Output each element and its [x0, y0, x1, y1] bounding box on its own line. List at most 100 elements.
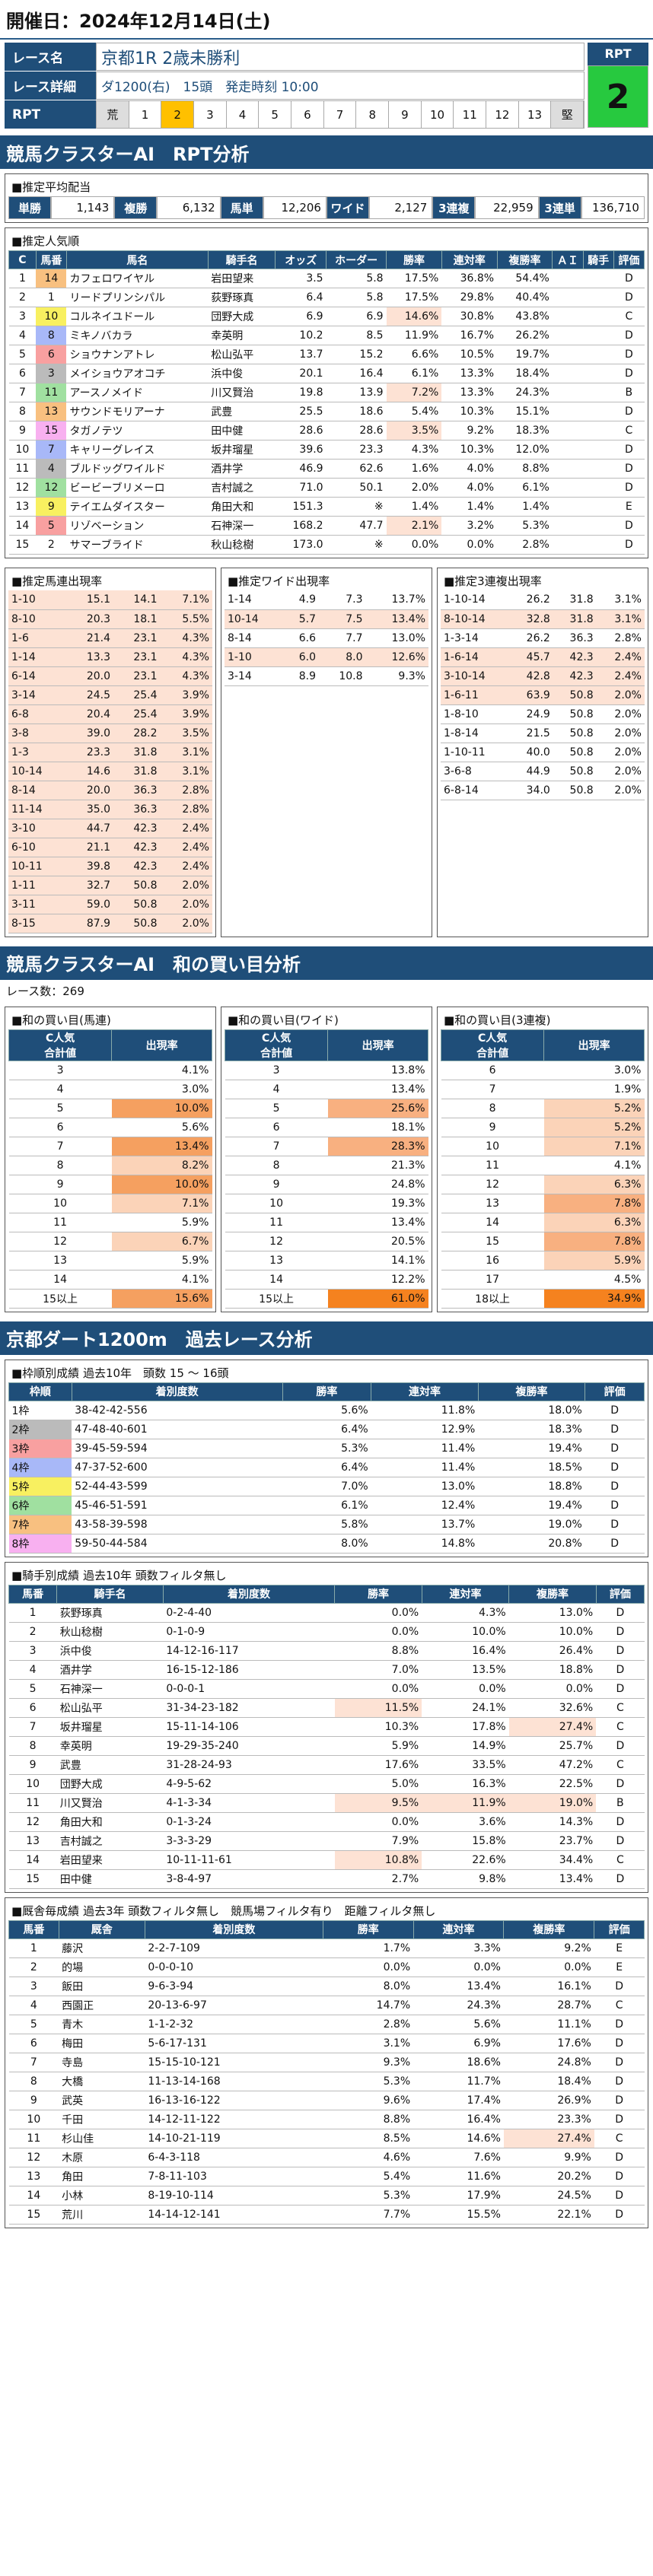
table-cell: 角田	[59, 2167, 145, 2186]
table-cell: 44.7	[66, 819, 113, 838]
table-row: 3-6-8 44.9 50.8 2.0%	[441, 762, 645, 781]
table-cell: 39.8	[66, 857, 113, 876]
table-cell: 3	[225, 1061, 328, 1080]
table-row: 4 西園正 20-13-6-97 14.7% 24.3% 28.7% C	[8, 1996, 645, 2015]
rpt-title: RPT	[588, 43, 648, 65]
table-cell: 1	[36, 288, 67, 307]
table-cell	[583, 459, 614, 479]
table-cell: 13.4%	[327, 1213, 428, 1232]
table-cell: 22.1%	[503, 2205, 594, 2225]
table-row: 1 藤沢 2-2-7-109 1.7% 3.3% 9.2% E	[8, 1938, 645, 1958]
table-cell: D	[594, 2053, 645, 2072]
table-cell: 1.4%	[497, 497, 553, 517]
table-row: 1-6-14 45.7 42.3 2.4%	[441, 647, 645, 667]
table-cell: 1	[8, 269, 37, 288]
table-cell: 5.9%	[334, 1736, 422, 1756]
table-cell: 9.5%	[334, 1793, 422, 1813]
table-header: C人気 合計値	[224, 1029, 329, 1061]
table-cell: B	[613, 383, 645, 402]
waku-title: ■枠順別成績 過去10年 頭数 15 ～ 16頭	[11, 1366, 229, 1380]
table-cell: 45-46-51-591	[72, 1496, 282, 1515]
table-cell: 寺島	[59, 2053, 145, 2072]
table-row: 12 6.3%	[441, 1175, 645, 1194]
table-cell: D	[585, 1534, 645, 1554]
rpt-cell: 13	[519, 101, 552, 128]
wide-box: ■推定ワイド出現率 1-14 4.9 7.3 13.7% 10-14 5.7 7.5 13.4%…	[221, 568, 432, 937]
table-cell: 8-10-14	[441, 609, 510, 629]
rpt-cell: 1	[129, 101, 162, 128]
table-cell: 荻野琢真	[208, 288, 276, 307]
table-cell: 7.6%	[413, 2148, 504, 2167]
table-cell: 6.3%	[543, 1213, 645, 1232]
table-cell: D	[585, 1458, 645, 1477]
table-row: 3-8 39.0 28.2 3.5%	[8, 724, 212, 743]
table-cell: 3.6%	[422, 1812, 509, 1832]
table-row: 7 坂井瑠星 15-11-14-106 10.3% 17.8% 27.4% C	[8, 1717, 645, 1737]
table-cell: 1-14	[8, 647, 67, 667]
table-cell: 0-1-0-9	[163, 1622, 335, 1642]
table-cell: 幸英明	[208, 326, 276, 345]
table-cell: 26.2%	[497, 326, 553, 345]
table-cell: 10.8	[319, 666, 366, 686]
table-row: 8 大橋 11-13-14-168 5.3% 11.7% 18.4% D	[8, 2072, 645, 2091]
payout-label: 複勝	[114, 196, 158, 219]
table-cell: 0-2-4-40	[163, 1603, 335, 1623]
race-detail-label: レース詳細	[5, 72, 96, 100]
table-cell: 2.4%	[596, 647, 645, 667]
rpt-scale: 荒 1 2 3 4 5 6 7 8 9 10 11 12 13 堅	[96, 100, 585, 129]
table-cell: D	[594, 2205, 645, 2225]
table-cell: 15.8%	[422, 1831, 509, 1851]
table-cell: 1.4%	[386, 497, 442, 517]
table-cell: 31-28-24-93	[163, 1755, 335, 1775]
table-cell: 13.3%	[441, 364, 498, 383]
table-cell: 8	[8, 1736, 57, 1756]
table-cell: 8-15	[8, 914, 67, 933]
table-cell: 4.1%	[543, 1156, 645, 1175]
table-cell: 0-0-0-1	[163, 1679, 335, 1699]
table-header: 馬番	[8, 1584, 58, 1604]
table-cell: 14.6%	[413, 2129, 504, 2148]
table-cell: 15	[8, 2205, 59, 2225]
table-row: 10 7 キャリーグレイス 坂井瑠星 39.6 23.3 4.3% 10.3% 12.0% D	[8, 440, 645, 460]
table-cell: 13	[225, 1251, 328, 1271]
table-row: 6 梅田 5-6-17-131 3.1% 6.9% 17.6% D	[8, 2034, 645, 2053]
table-cell: 9.6%	[323, 2091, 414, 2110]
table-cell	[552, 288, 584, 307]
table-cell: 9	[8, 421, 37, 440]
table-cell: 4.1%	[111, 1270, 212, 1290]
table-cell: 14.1%	[327, 1251, 428, 1271]
table-cell: 7.7	[319, 628, 366, 648]
table-cell: 7枠	[8, 1515, 72, 1534]
table-cell: 10.0%	[508, 1622, 597, 1642]
table-cell: 34.0	[509, 781, 553, 800]
table-row: 8 21.3%	[225, 1156, 428, 1175]
table-cell: 14	[8, 1850, 57, 1870]
table-cell: C	[596, 1850, 645, 1870]
table-cell: D	[594, 2072, 645, 2091]
table-row: 10-14 14.6 31.8 3.1%	[8, 762, 212, 781]
table-cell: 14-14-12-141	[145, 2205, 323, 2225]
table-cell: 8.5	[326, 326, 387, 345]
table-cell: 6.6	[282, 628, 319, 648]
table-cell: 1.7%	[323, 1938, 414, 1958]
payout-row: 単勝 1,143 複勝 6,132 馬単 12,206 ワイド 2,127 3連複 22,959 3…	[8, 196, 645, 219]
table-cell: 10	[8, 2110, 59, 2129]
table-cell: 9	[441, 1118, 544, 1137]
table-cell: 6-10	[8, 838, 67, 857]
table-cell: 14.6%	[386, 307, 442, 326]
payout-value: 12,206	[263, 196, 326, 219]
table-cell: 荒川	[59, 2205, 145, 2225]
table-cell: 13.0%	[365, 628, 428, 648]
table-cell: 12.4%	[371, 1496, 479, 1515]
table-header: 評価	[613, 250, 645, 269]
table-cell: 4.0%	[441, 478, 498, 498]
table-cell: 4	[36, 459, 67, 479]
table-row: 6 3 メイショウアオコチ 浜中俊 20.1 16.4 6.1% 13.3% 18.4% D	[8, 364, 645, 383]
table-cell: 16-13-16-122	[145, 2091, 323, 2110]
payout-box: ■推定平均配当 単勝 1,143 複勝 6,132 馬単 12,206 ワイド 2,127 3連…	[5, 173, 648, 223]
table-row: 3 4.1%	[8, 1061, 212, 1080]
table-cell: 11	[225, 1213, 328, 1232]
payout-label: 馬単	[220, 196, 263, 219]
table-cell: E	[613, 497, 645, 517]
table-cell: 浜中俊	[208, 364, 276, 383]
